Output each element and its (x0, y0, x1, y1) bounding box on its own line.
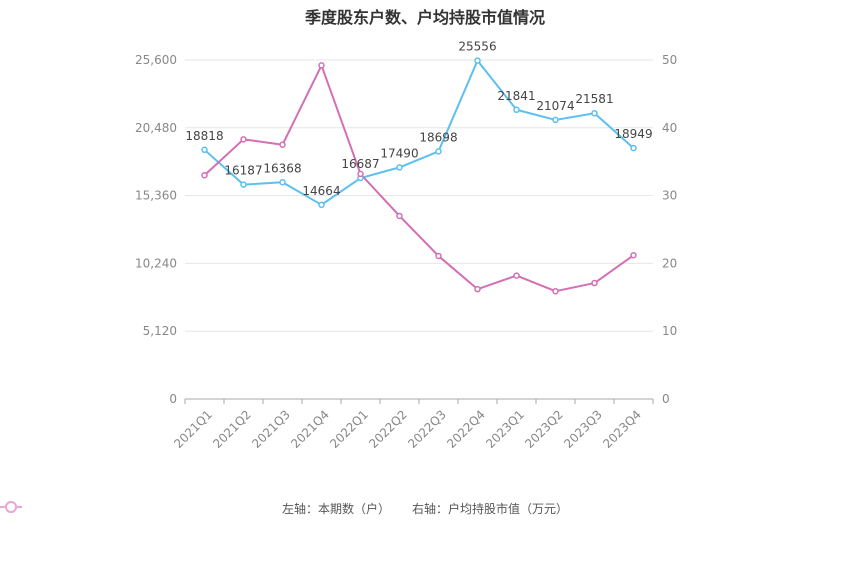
data-label: 18698 (419, 130, 457, 144)
right-axis-tick-label: 0 (662, 392, 670, 406)
data-label: 21074 (536, 99, 574, 113)
market-value-point (435, 252, 442, 260)
x-axis-tick-label: 2022Q2 (366, 407, 410, 451)
right-axis-tick-label: 20 (662, 256, 677, 270)
x-axis-tick-label: 2023Q4 (600, 407, 644, 451)
data-label: 18818 (185, 129, 223, 143)
right-axis-tick-label: 10 (662, 324, 677, 338)
right-axis-tick-label: 40 (662, 121, 677, 135)
x-axis-tick-label: 2023Q1 (483, 407, 527, 451)
market-value-point (318, 62, 325, 69)
households-point (279, 179, 286, 186)
left-axis-tick-label: 0 (169, 392, 177, 406)
market-value-point (201, 172, 208, 179)
x-axis-tick-label: 2023Q3 (561, 407, 605, 451)
households-point (552, 116, 559, 124)
left-axis-tick-label: 20,480 (135, 121, 177, 135)
market-value-point (513, 272, 520, 279)
data-label: 16187 (224, 164, 262, 178)
market-value-point (474, 285, 481, 293)
data-label: 21581 (575, 92, 613, 106)
legend: 左轴：本期数（户） 右轴：户均持股市值（万元） (0, 500, 850, 517)
right-axis-tick-label: 30 (662, 189, 677, 203)
market-value-point (396, 212, 403, 220)
market-value-point (552, 287, 559, 295)
legend-line-circle-icon (0, 501, 22, 513)
households-point (474, 57, 481, 64)
households-point (318, 201, 325, 209)
left-axis-tick-label: 5,120 (143, 324, 177, 338)
households-line (203, 59, 635, 206)
households-point (513, 106, 520, 114)
left-axis-tick-label: 15,360 (135, 189, 177, 203)
x-axis-tick-label: 2022Q3 (405, 407, 449, 451)
data-label: 16687 (341, 157, 379, 171)
data-label: 18949 (614, 127, 652, 141)
market-value-point (357, 170, 364, 178)
left-axis-tick-label: 25,600 (135, 53, 177, 67)
x-axis-tick-label: 2021Q3 (249, 407, 293, 451)
x-axis-tick-label: 2021Q2 (210, 407, 254, 451)
households-point (435, 148, 442, 155)
data-label: 14664 (302, 184, 340, 198)
legend-label: 右轴：户均持股市值（万元） (412, 502, 569, 516)
x-axis-tick-label: 2021Q1 (171, 407, 215, 451)
households-point (591, 109, 598, 117)
chart-title: 季度股东户数、户均持股市值情况 (304, 8, 545, 27)
data-label: 21841 (497, 89, 535, 103)
left-axis-tick-label: 10,240 (135, 256, 177, 270)
data-label: 16368 (263, 161, 301, 175)
data-label: 17490 (380, 146, 418, 160)
market-value-point (240, 136, 247, 143)
households-point (240, 181, 247, 188)
x-axis-tick-label: 2022Q4 (444, 407, 488, 451)
right-axis-tick-label: 50 (662, 53, 677, 67)
x-axis-tick-label: 2021Q4 (288, 407, 332, 451)
legend-item-households[interactable]: 左轴：本期数（户） (0, 500, 390, 517)
data-label: 25556 (458, 40, 496, 54)
market-value-line (203, 64, 635, 293)
legend-label: 左轴：本期数（户） (281, 502, 390, 516)
market-value-point (591, 279, 598, 287)
households-point (201, 146, 208, 154)
legend-item-market-value[interactable]: 右轴：户均持股市值（万元） (0, 500, 569, 517)
market-value-point (279, 141, 286, 148)
x-axis-tick-label: 2022Q1 (327, 407, 371, 451)
households-point (630, 144, 637, 152)
market-value-point (630, 252, 637, 259)
x-axis-tick-label: 2023Q2 (522, 407, 566, 451)
households-point (396, 164, 403, 171)
